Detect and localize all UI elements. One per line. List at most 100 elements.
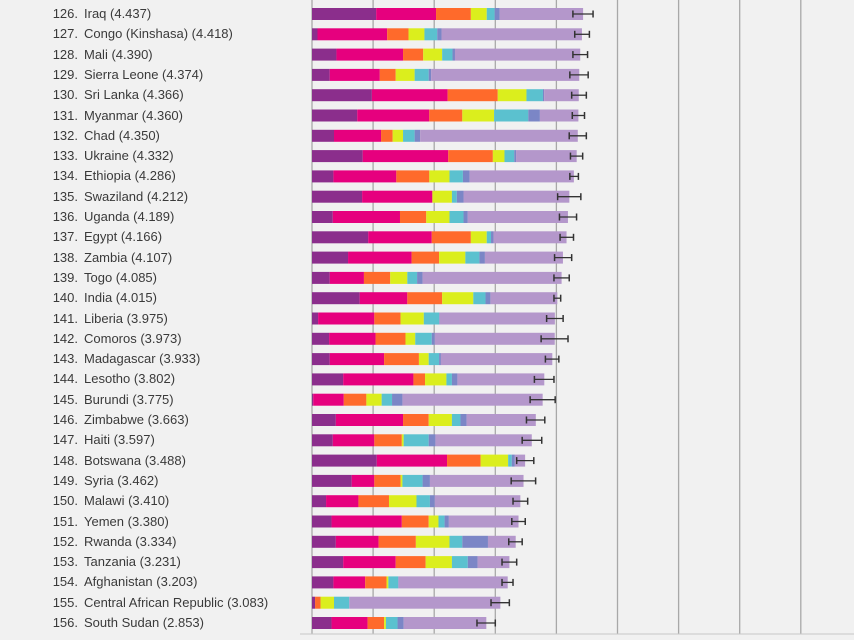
bar-segment-freedom [408, 28, 425, 41]
bar-segment-life-expectancy [375, 332, 406, 345]
bar-segment-gdp [312, 170, 334, 183]
bar-segment-gdp [312, 454, 377, 467]
bar-segment-generosity [451, 190, 457, 203]
bar-segment-dystopia-residual [499, 8, 584, 20]
bar-segment-gdp [312, 373, 344, 386]
bar-segment-gdp [312, 515, 332, 528]
bar-segment-gdp [312, 231, 369, 244]
bar-segment-life-expectancy [447, 89, 498, 102]
bar-segment-corruption [462, 535, 488, 548]
rank-label: 138. [52, 249, 78, 265]
bar-segment-dystopia-residual [434, 332, 555, 345]
rank-label: 152. [52, 533, 78, 549]
bar-segment-corruption [514, 150, 517, 163]
bar-segment-gdp [312, 109, 358, 122]
bar-segment-freedom [423, 48, 443, 61]
country-label: Iraq (4.437) [84, 6, 152, 21]
bar-segment-corruption [428, 434, 436, 447]
bar-segment-generosity [385, 617, 398, 629]
bar-segment-social-support [357, 109, 430, 122]
bar-segment-social-support [376, 8, 437, 20]
bar-segment-dystopia-residual [448, 515, 519, 528]
bar-segment-social-support [329, 332, 376, 345]
bar-segment-generosity [446, 373, 452, 386]
bar-segment-life-expectancy [395, 556, 426, 569]
bar-segment-life-expectancy [413, 373, 426, 386]
country-label: Myanmar (4.360) [84, 107, 183, 123]
rank-label: 137. [52, 229, 78, 245]
bar-segment-gdp [312, 190, 363, 203]
bar-segment-life-expectancy [448, 150, 493, 163]
bar-segment-dystopia-residual [544, 89, 579, 102]
bar-segment-corruption [511, 454, 515, 467]
rank-label: 135. [52, 188, 78, 204]
country-label: Rwanda (3.334) [84, 533, 177, 549]
bar-segment-corruption [428, 68, 432, 81]
bar-segment-social-support [335, 535, 379, 548]
country-label: Congo (Kinshasa) (4.418) [84, 26, 233, 42]
rank-label: 155. [52, 594, 78, 610]
bar-segment-social-support [343, 373, 414, 386]
bar-segment-dystopia-residual [434, 495, 521, 508]
rank-label: 148. [52, 452, 78, 468]
bar-segment-dystopia-residual [435, 434, 532, 447]
bar-segment-corruption [439, 312, 440, 325]
bar-segment-dystopia-residual [398, 576, 508, 589]
bar-segment-corruption [460, 414, 467, 426]
country-label: Uganda (4.189) [84, 209, 175, 224]
bar-segment-gdp [312, 150, 363, 163]
rank-label: 126. [52, 6, 78, 21]
country-label: Afghanistan (3.203) [84, 574, 198, 590]
bar-segment-freedom [429, 170, 450, 183]
bar-segment-life-expectancy [431, 231, 471, 244]
bar-segment-social-support [343, 556, 396, 569]
bar-segment-freedom [439, 251, 466, 264]
rank-label: 136. [52, 209, 78, 224]
bar-segment-dystopia-residual [439, 312, 555, 325]
bar-segment-social-support [336, 48, 404, 61]
rank-label: 132. [52, 127, 78, 143]
country-label: Malawi (3.410) [84, 493, 170, 509]
rank-label: 133. [52, 148, 78, 164]
country-label: Swaziland (4.212) [84, 188, 189, 204]
bar-segment-generosity [407, 271, 418, 284]
bar-segment-gdp [312, 556, 344, 569]
bar-segment-corruption [439, 353, 441, 366]
rank-label: 139. [52, 269, 78, 285]
country-label: South Sudan (2.853) [84, 615, 204, 630]
bar-segment-generosity [381, 393, 393, 406]
bar-segment-corruption [451, 373, 458, 386]
bar-segment-generosity [504, 150, 515, 163]
bar-segment-freedom [384, 617, 386, 629]
bar-segment-life-expectancy [407, 292, 443, 305]
bar-segment-generosity [473, 292, 486, 305]
country-label: Ethiopia (4.286) [84, 168, 176, 184]
bar-segment-social-support [333, 576, 366, 589]
bar-segment-dystopia-residual [420, 129, 578, 142]
bar-segment-social-support [362, 150, 449, 163]
bar-segment-gdp [312, 576, 334, 589]
bar-segment-freedom [400, 312, 424, 325]
country-label: Haiti (3.597) [84, 432, 155, 448]
bar-segment-life-expectancy [401, 515, 429, 528]
bar-segment-freedom [426, 211, 450, 223]
bar-segment-gdp [312, 292, 360, 305]
bar-segment-generosity [451, 414, 461, 426]
bar-segment-corruption [463, 211, 468, 223]
bar-segment-dystopia-residual [463, 190, 570, 203]
bar-segment-social-support [359, 292, 408, 305]
bar-segment-life-expectancy [358, 495, 389, 508]
rank-label: 150. [52, 493, 78, 509]
bar-segment-social-support [362, 190, 433, 203]
bar-segment-corruption [452, 48, 455, 61]
bar-segment-life-expectancy [315, 596, 321, 609]
bar-segment-corruption [494, 8, 500, 20]
bar-segment-generosity [402, 474, 423, 487]
bar-segment-life-expectancy [367, 617, 385, 629]
bar-segment-generosity [438, 515, 445, 528]
country-label: Yemen (3.380) [84, 513, 169, 529]
bar-segment-freedom [386, 576, 389, 589]
bar-segment-freedom [480, 454, 509, 467]
country-label: Comoros (3.973) [84, 330, 182, 346]
